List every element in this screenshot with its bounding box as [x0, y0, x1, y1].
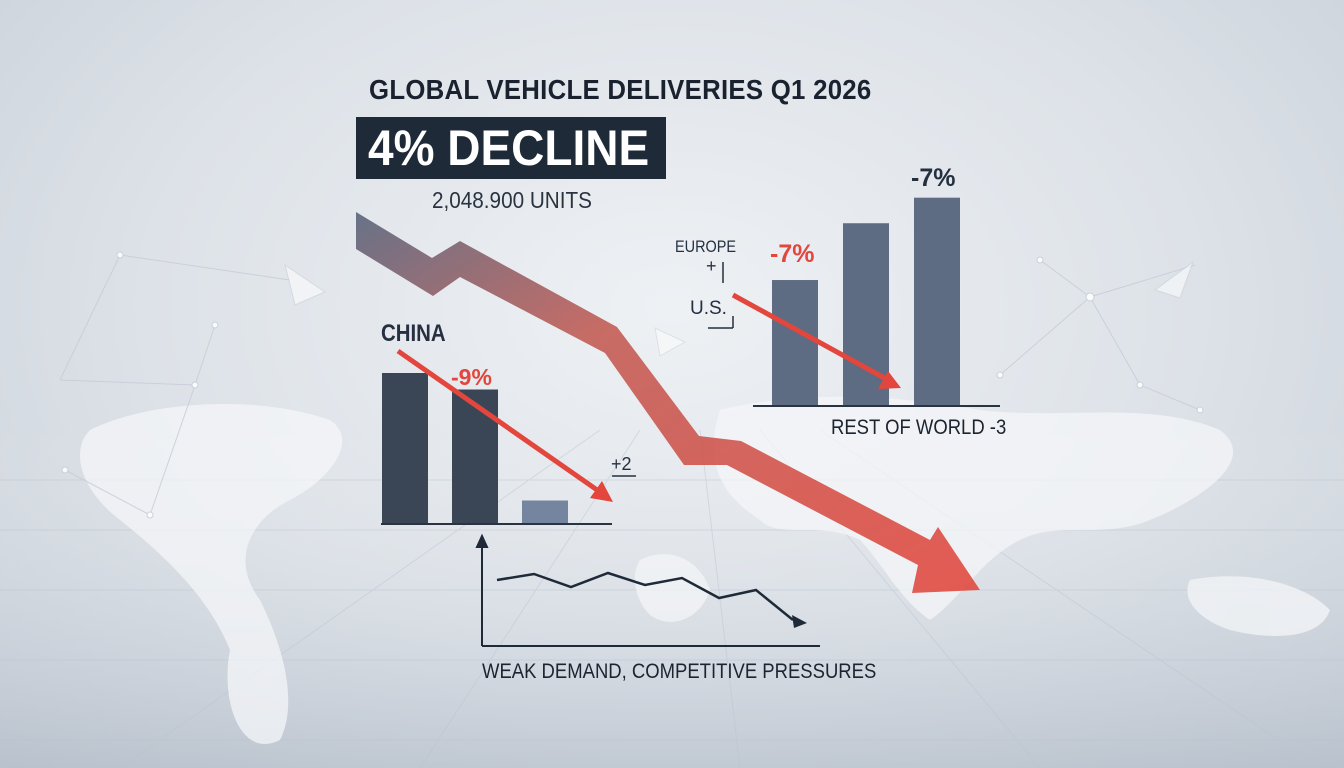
trend-axes — [475, 533, 820, 647]
plus-two-label: +2 — [611, 454, 632, 474]
trend-caption: WEAK DEMAND, COMPETITIVE PRESSURES — [482, 660, 877, 683]
china-bar-2 — [452, 389, 498, 523]
europe-label: EUROPE — [675, 237, 737, 256]
top-bar-change-label: -7% — [911, 164, 956, 192]
china-label: CHINA — [381, 320, 446, 347]
headline-box — [356, 117, 666, 179]
big-decline-arrow — [356, 212, 980, 593]
china-change-label: -9% — [451, 364, 492, 390]
china-bar-group — [382, 373, 568, 523]
rest-of-world-label: REST OF WORLD -3 — [831, 416, 1007, 439]
headline-decline: 4% DECLINE — [368, 120, 650, 176]
region-bar-1 — [772, 280, 818, 405]
chart-title: GLOBAL VEHICLE DELIVERIES Q1 2026 — [369, 74, 872, 105]
europe-plus-mark: + — [706, 256, 717, 276]
trend-arrowhead — [792, 615, 807, 628]
region-bar-3 — [914, 197, 960, 405]
region-bar-group — [772, 197, 960, 405]
china-bar-1 — [382, 373, 428, 523]
europe-change-label: -7% — [770, 240, 815, 268]
units-label: 2,048.900 UNITS — [432, 187, 592, 213]
europe-us-bracket — [708, 262, 734, 329]
network-constellation — [59, 251, 1204, 519]
china-change-arrow — [396, 348, 613, 502]
world-map-shapes — [80, 396, 1330, 744]
region-change-arrow — [731, 292, 901, 389]
us-label: U.S. — [690, 298, 727, 319]
china-bar-3 — [522, 500, 568, 523]
trend-line — [496, 571, 794, 621]
